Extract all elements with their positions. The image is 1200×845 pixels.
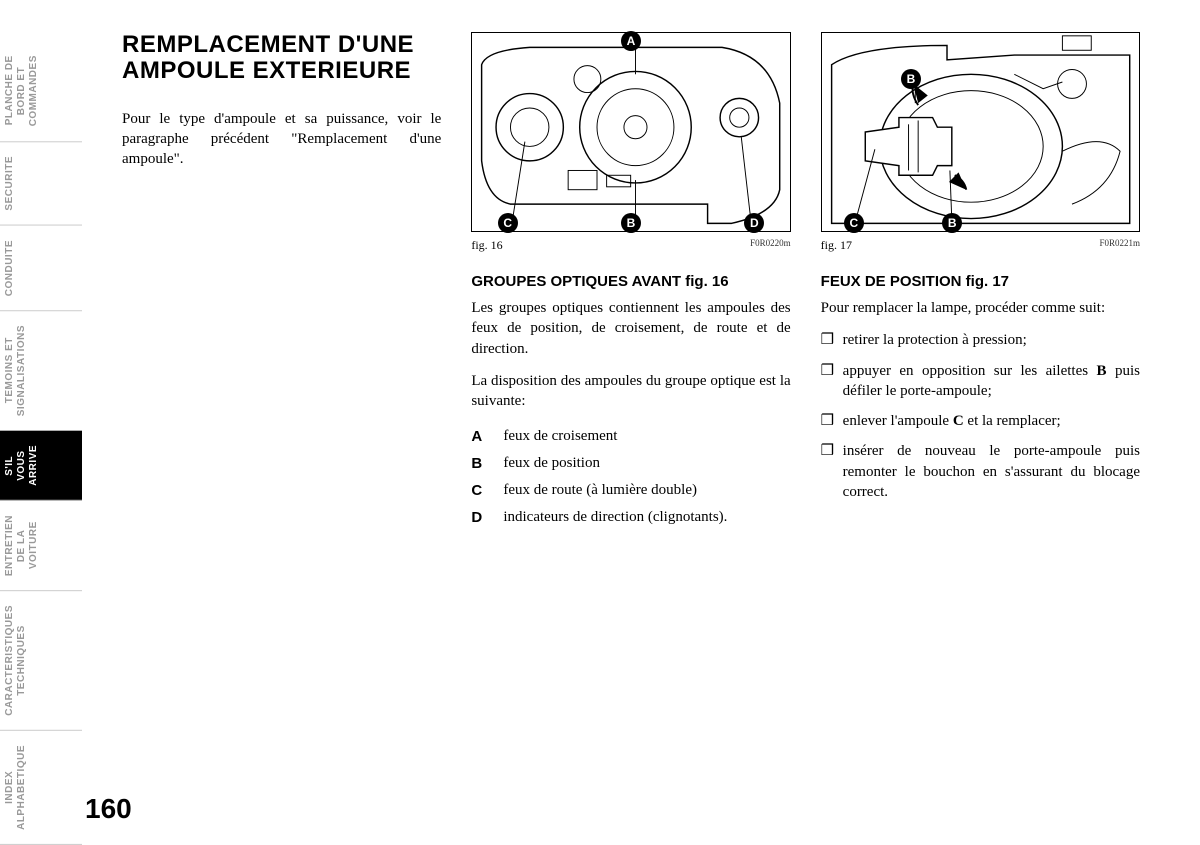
manual-page: PLANCHE DE BORD ET COMMANDES SECURITE CO… bbox=[0, 0, 1200, 845]
legend-item: Dindicateurs de direction (clignotants). bbox=[471, 504, 790, 531]
legend-item: Afeux de croisement bbox=[471, 423, 790, 450]
tab-entretien[interactable]: ENTRETIEN DE LA VOITURE bbox=[0, 501, 82, 591]
body-paragraph: Pour remplacer la lampe, procéder comme … bbox=[821, 298, 1140, 318]
tab-sil-vous-arrive[interactable]: S'IL VOUS ARRIVE bbox=[0, 431, 82, 501]
legend-list: Afeux de croisement Bfeux de position Cf… bbox=[471, 423, 790, 531]
column-3: B C B fig. 17 F0R0221m FEUX DE POSITION … bbox=[821, 32, 1140, 825]
figure-16: A C B D bbox=[471, 32, 790, 232]
procedure-step: retirer la protection à pression; bbox=[821, 330, 1140, 350]
legend-value: feux de position bbox=[503, 450, 600, 477]
legend-item: Cfeux de route (à lumière double) bbox=[471, 477, 790, 504]
body-paragraph: Les groupes optiques contiennent les amp… bbox=[471, 298, 790, 359]
callout-a: A bbox=[621, 31, 641, 51]
tab-conduite[interactable]: CONDUITE bbox=[0, 226, 82, 311]
headlamp-diagram-icon bbox=[472, 33, 789, 231]
legend-value: feux de route (à lumière double) bbox=[503, 477, 697, 504]
body-paragraph: La disposition des ampoules du groupe op… bbox=[471, 371, 790, 412]
procedure-step: appuyer en opposition sur les ailettes B… bbox=[821, 361, 1140, 402]
callout-b: B bbox=[901, 69, 921, 89]
legend-key: A bbox=[471, 423, 489, 450]
page-content: REMPLACEMENT D'UNE AMPOULE EXTERIEURE Po… bbox=[82, 0, 1200, 845]
tab-caracteristiques[interactable]: CARACTERISTIQUES TECHNIQUES bbox=[0, 591, 82, 731]
legend-item: Bfeux de position bbox=[471, 450, 790, 477]
tab-securite[interactable]: SECURITE bbox=[0, 142, 82, 226]
legend-value: feux de croisement bbox=[503, 423, 617, 450]
figure-16-caption: fig. 16 F0R0220m bbox=[471, 238, 790, 253]
fig-label: fig. 16 bbox=[471, 238, 502, 253]
figure-17: B C B bbox=[821, 32, 1140, 232]
section-tabs: PLANCHE DE BORD ET COMMANDES SECURITE CO… bbox=[0, 0, 82, 845]
fig-label: fig. 17 bbox=[821, 238, 852, 253]
procedure-list: retirer la protection à pression; appuye… bbox=[821, 330, 1140, 502]
legend-key: C bbox=[471, 477, 489, 504]
section-heading: FEUX DE POSITION fig. 17 bbox=[821, 273, 1140, 290]
legend-value: indicateurs de direction (clignotants). bbox=[503, 504, 727, 531]
legend-key: D bbox=[471, 504, 489, 531]
callout-b: B bbox=[621, 213, 641, 233]
intro-text: Pour le type d'ampoule et sa puissance, … bbox=[122, 109, 441, 170]
bulb-holder-diagram-icon bbox=[822, 33, 1139, 231]
tab-index[interactable]: INDEX ALPHABETIQUE bbox=[0, 731, 82, 845]
column-2: A C B D fig. 16 F0R0220m GROUPES OPTIQUE… bbox=[471, 32, 790, 825]
section-heading: GROUPES OPTIQUES AVANT fig. 16 bbox=[471, 273, 790, 290]
callout-c: C bbox=[844, 213, 864, 233]
fig-code: F0R0220m bbox=[750, 238, 791, 253]
page-number: 160 bbox=[85, 793, 132, 825]
tab-temoins[interactable]: TEMOINS ET SIGNALISATIONS bbox=[0, 311, 82, 431]
tab-planche[interactable]: PLANCHE DE BORD ET COMMANDES bbox=[0, 40, 82, 142]
figure-17-caption: fig. 17 F0R0221m bbox=[821, 238, 1140, 253]
column-1: REMPLACEMENT D'UNE AMPOULE EXTERIEURE Po… bbox=[122, 32, 441, 825]
fig-code: F0R0221m bbox=[1099, 238, 1140, 253]
legend-key: B bbox=[471, 450, 489, 477]
page-title: REMPLACEMENT D'UNE AMPOULE EXTERIEURE bbox=[122, 32, 441, 85]
procedure-step: enlever l'ampoule C et la remplacer; bbox=[821, 411, 1140, 431]
callout-c: C bbox=[498, 213, 518, 233]
procedure-step: insérer de nouveau le porte-ampoule puis… bbox=[821, 441, 1140, 502]
